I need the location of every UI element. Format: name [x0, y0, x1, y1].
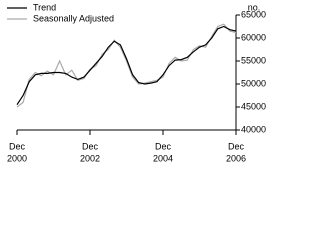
y-tick-label: 55000 — [241, 55, 266, 65]
x-tick-label: 2002 — [80, 153, 100, 163]
y-tick-label: 45000 — [241, 101, 266, 111]
series-line — [16, 23, 237, 108]
x-tick-label: Dec — [155, 141, 172, 151]
y-tick-label: 40000 — [241, 124, 266, 134]
chart: no. 40000 45000 50000 55000 60000 65000 Dec 200… — [7, 2, 266, 163]
x-tick-label: Dec — [9, 141, 26, 151]
x-tick-label: 2006 — [226, 153, 246, 163]
x-tick-label: 2004 — [153, 153, 173, 163]
x-tick-label: 2000 — [7, 153, 27, 163]
y-tick-label: 50000 — [241, 78, 266, 88]
y-axis-label: no. — [248, 2, 261, 12]
series-line — [16, 25, 237, 106]
y-tick-label: 65000 — [241, 9, 266, 19]
x-tick-label: Dec — [228, 141, 245, 151]
legend-label: Seasonally Adjusted — [33, 13, 114, 23]
legend-label: Trend — [33, 2, 56, 12]
y-tick-label: 60000 — [241, 32, 266, 42]
x-tick-label: Dec — [82, 141, 99, 151]
